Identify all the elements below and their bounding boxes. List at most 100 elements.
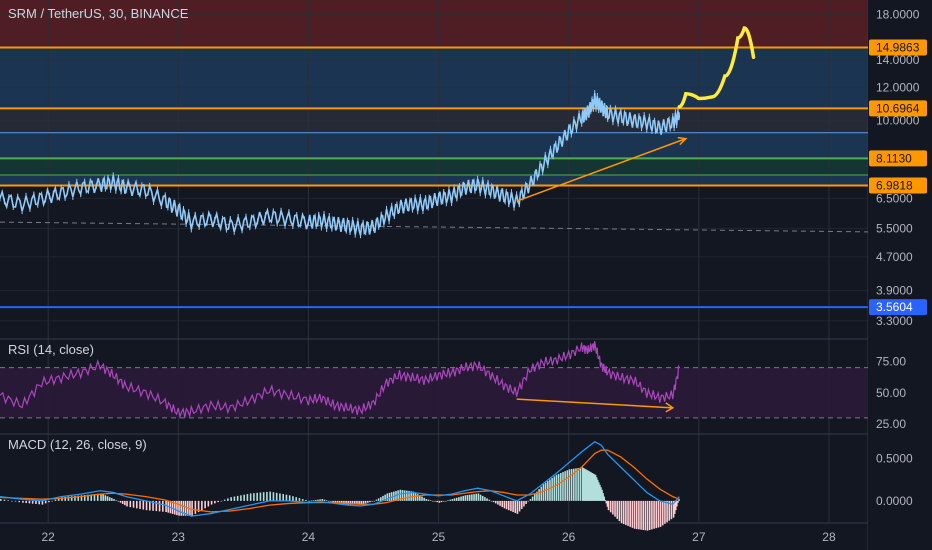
macd-tick-label: 0.0000 [876, 494, 913, 508]
macd-histogram-bar [490, 500, 493, 502]
macd-histogram-bar [536, 491, 538, 501]
macd-histogram-bar [494, 500, 497, 504]
macd-histogram-bar [327, 500, 330, 502]
macd-histogram-bar [155, 500, 158, 512]
macd-histogram-bar [31, 500, 34, 504]
macd-histogram-bar [317, 499, 319, 501]
macd-histogram-bar [80, 495, 83, 501]
macd-histogram-bar [627, 500, 629, 526]
price-level-tag-label: 14.9863 [876, 41, 920, 55]
macd-histogram-bar [106, 496, 109, 501]
macd-histogram-bar [269, 491, 271, 501]
time-axis[interactable]: 22 23 24 25 26 27 28 [41, 530, 835, 544]
price-axis[interactable]: 18.0000 14.0000 12.0000 10.0000 6.5000 5.5000… [868, 0, 932, 550]
macd-histogram-bar [353, 500, 356, 505]
macd-histogram-bar [595, 477, 598, 501]
rsi-label: RSI (14, close) [8, 342, 94, 357]
macd-histogram-bar [214, 500, 216, 504]
macd-histogram-bar [262, 492, 265, 501]
macd-histogram-bar [288, 495, 291, 501]
chart-title: SRM / TetherUS, 30, BINANCE [8, 6, 189, 21]
macd-histogram-bar [373, 500, 376, 502]
price-level-tag-label: 3.5604 [876, 300, 913, 314]
macd-histogram-bar [51, 500, 54, 502]
macd-histogram-bar [670, 500, 673, 520]
price-level-tag-label: 10.6964 [876, 101, 920, 115]
macd-histogram-bar [54, 499, 57, 501]
macd-histogram-bar [523, 500, 525, 507]
macd-histogram-bar [358, 500, 360, 505]
macd-histogram-bar [338, 500, 341, 504]
macd-histogram-bar [555, 474, 558, 501]
macd-histogram-bar [503, 500, 506, 509]
macd-histogram-bar [345, 500, 347, 505]
macd-histogram-bar [438, 500, 441, 503]
macd-histogram-bar [194, 500, 197, 514]
macd-histogram-bar [581, 467, 584, 501]
price-tick-label: 6.5000 [876, 191, 913, 205]
macd-histogram-bar [573, 468, 575, 501]
macd-line [0, 440, 680, 517]
price-level-tag-4[interactable] [869, 299, 927, 316]
macd-histogram-bar [633, 500, 636, 529]
price-tick-label: 3.3000 [876, 314, 913, 328]
macd-histogram-bar [67, 496, 70, 501]
macd-histogram-bar [246, 494, 249, 501]
macd-histogram-bar [464, 495, 467, 501]
macd-histogram-bar [625, 500, 627, 526]
macd-histogram-bar [312, 500, 315, 501]
price-level-tag-0[interactable] [869, 39, 927, 56]
macd-histogram-bar [586, 469, 588, 501]
macd-histogram-bar [471, 494, 473, 501]
macd-histogram-bar [113, 499, 115, 501]
macd-histogram-bar [132, 500, 135, 508]
macd-histogram-bar [379, 497, 382, 501]
macd-histogram-bar [384, 494, 386, 501]
macd-histogram-bar [83, 494, 86, 501]
macd-histogram-bar [514, 500, 517, 513]
price-trendline-arrow [677, 136, 688, 146]
macd-histogram-bar [592, 473, 595, 501]
macd-histogram-bar [301, 499, 304, 501]
macd-histogram-bar [38, 500, 40, 505]
macd-histogram-bar [538, 489, 540, 501]
macd-histogram-bar [364, 500, 367, 504]
macd-histogram-bar [419, 495, 421, 501]
macd-histogram-bar [678, 499, 680, 501]
macd-histogram-bar [460, 496, 462, 501]
macd-histogram-bar [529, 499, 532, 501]
macd-histogram-bar [588, 471, 590, 501]
macd-histogram-bar [388, 492, 391, 501]
macd-histogram-bar [152, 500, 154, 511]
macd-histogram-bar [11, 500, 13, 502]
macd-histogram-bar [423, 497, 425, 501]
price-level-tag-3[interactable] [869, 177, 927, 194]
macd-tick-label: 0.5000 [876, 452, 913, 466]
macd-histogram-bar [266, 491, 268, 501]
price-level-tag-2[interactable] [869, 150, 927, 167]
macd-histogram-bar [677, 500, 679, 503]
macd-histogram-bar [217, 500, 219, 503]
macd-histogram-bar [158, 500, 161, 512]
macd-histogram-bar [165, 500, 167, 513]
macd-histogram-bar [408, 490, 410, 501]
macd-histogram-bar [473, 494, 475, 501]
rsi-trendline-arrow [665, 402, 675, 413]
macd-histogram-bar [479, 494, 482, 501]
macd-histogram-bar [440, 500, 443, 503]
macd-histogram-bar [512, 500, 514, 513]
macd-histogram-bar [142, 500, 145, 510]
macd-histogram-bar [310, 500, 313, 502]
price-level-tag-1[interactable] [869, 100, 927, 117]
macd-histogram-bar [432, 500, 434, 502]
price-trendline [516, 137, 687, 202]
price-tick-label: 12.0000 [876, 81, 920, 95]
macd-histogram-bar [666, 500, 668, 523]
macd-histogram-bar [356, 500, 358, 505]
macd-histogram-bar [253, 493, 255, 501]
macd-histogram-bar [0, 499, 2, 501]
time-tick-label: 23 [172, 530, 186, 544]
macd-histogram-bar [566, 470, 569, 501]
